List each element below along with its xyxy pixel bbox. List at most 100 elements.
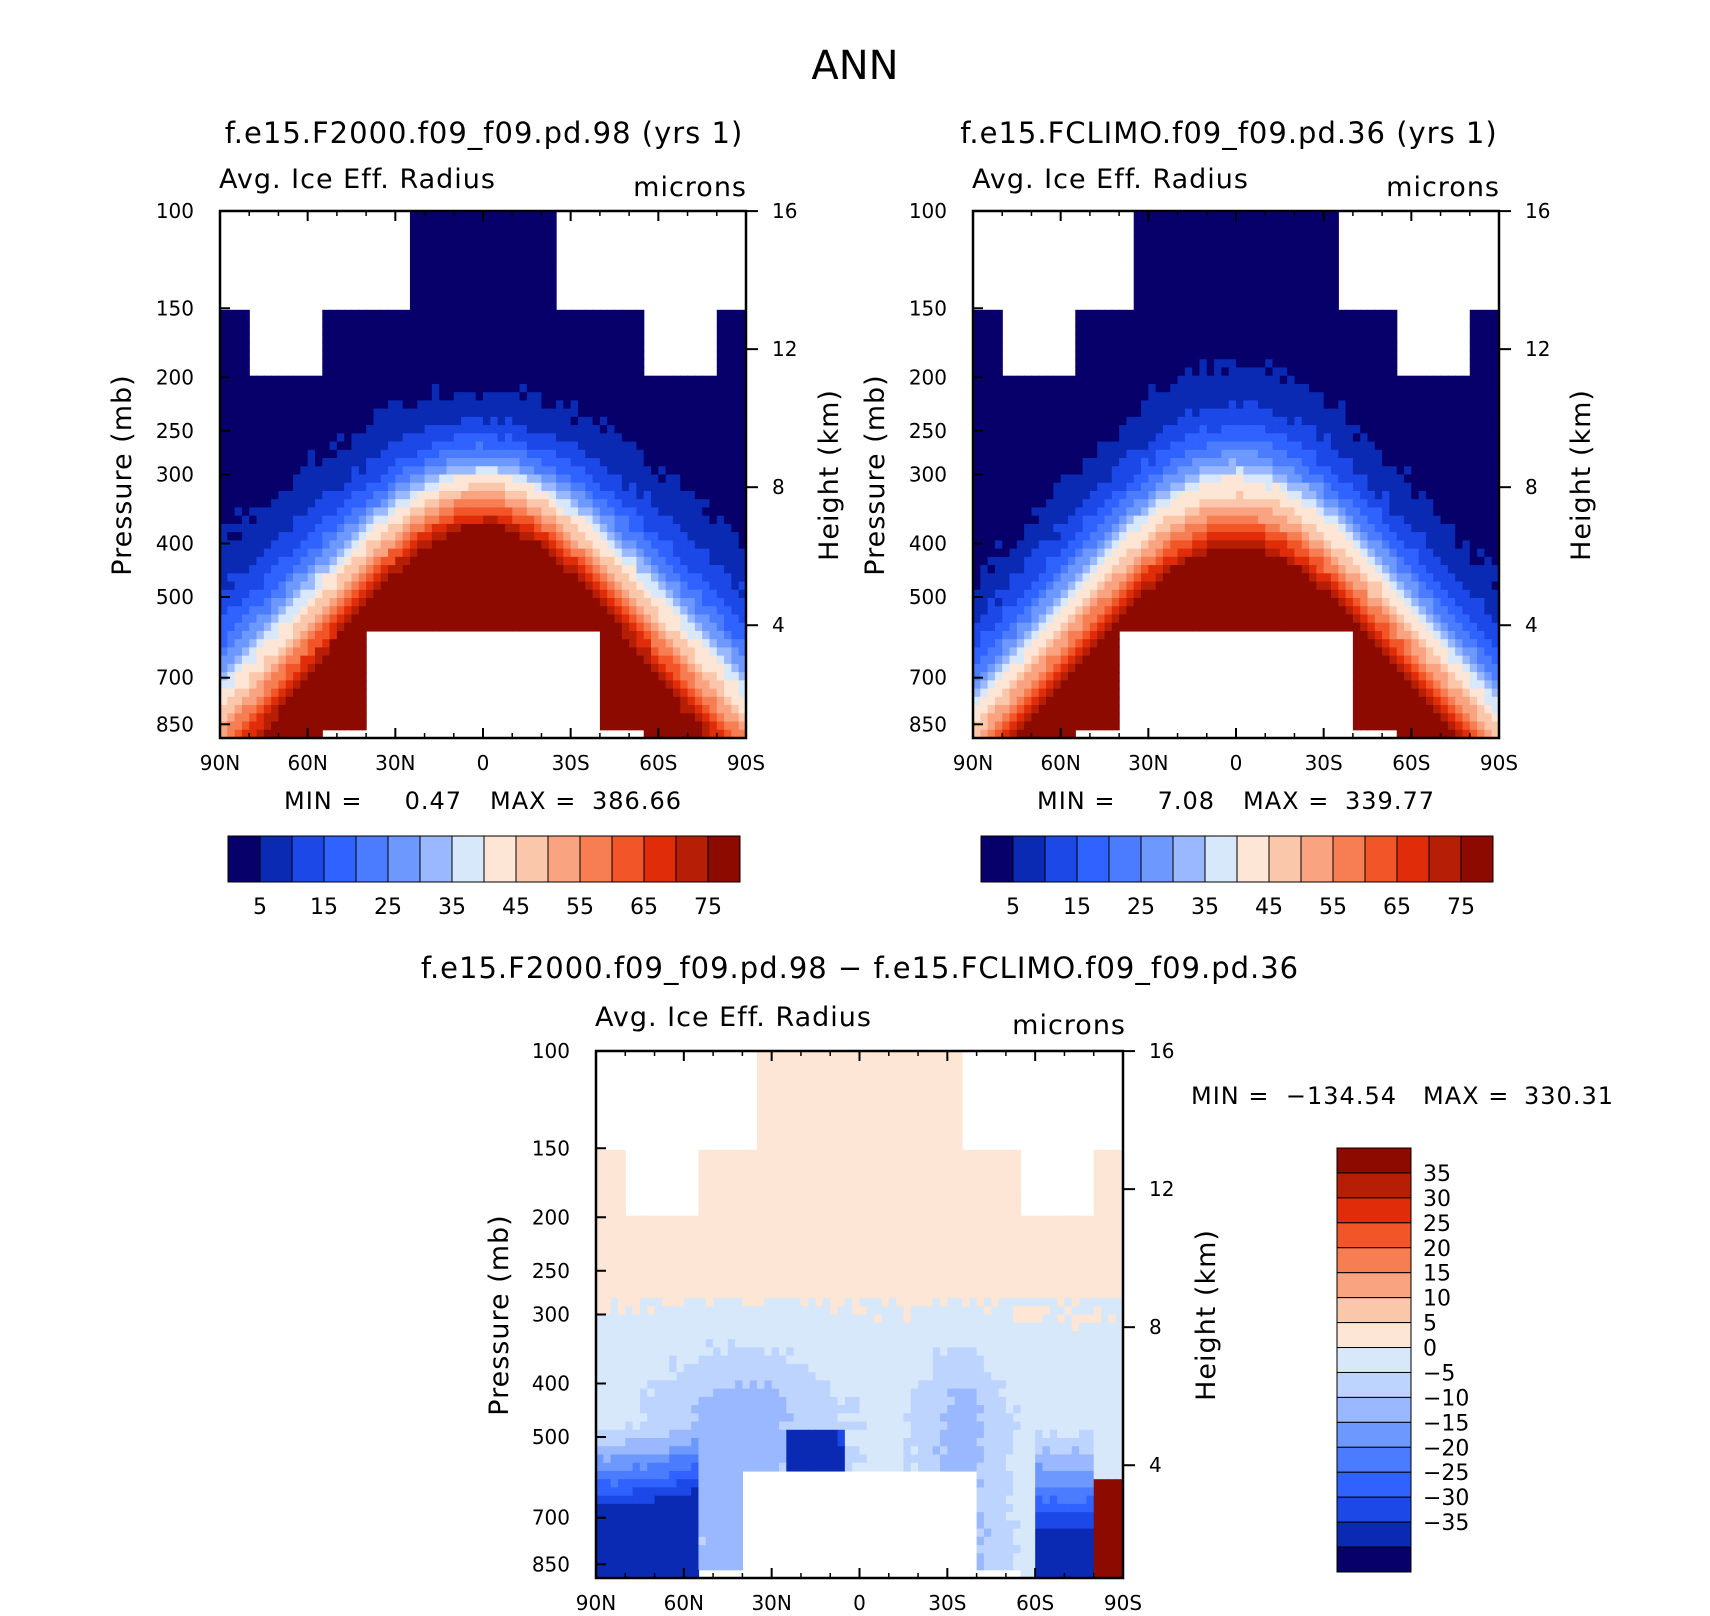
left-cell: [702, 523, 711, 533]
left-cell: [541, 416, 550, 426]
left-cell: [366, 334, 375, 344]
left-cell: [351, 441, 360, 451]
left-cell: [439, 573, 448, 583]
left-cell: [227, 375, 236, 385]
right-cell: [1316, 301, 1325, 311]
left-cell: [351, 556, 360, 566]
right-cell: [1257, 425, 1266, 434]
left-cell: [417, 441, 426, 451]
left-cell: [483, 490, 491, 500]
left-cell: [468, 408, 477, 418]
left-cell: [570, 441, 579, 451]
left-cell: [731, 318, 740, 327]
left-cell: [417, 433, 426, 443]
right-cell: [1279, 359, 1288, 369]
left-cell: [351, 449, 360, 459]
left-cell: [351, 630, 360, 640]
left-cell: [585, 507, 594, 517]
right-cell: [1360, 334, 1369, 344]
right-cell: [1257, 433, 1266, 443]
left-cell: [285, 696, 294, 706]
right-cell: [980, 318, 989, 327]
right-cell: [1389, 334, 1398, 344]
right-cell: [1272, 227, 1281, 237]
left-cell: [439, 400, 448, 410]
left-cell: [271, 581, 280, 591]
left-cell: [409, 573, 418, 583]
left-cell: [263, 425, 272, 434]
left-cell: [570, 507, 579, 517]
left-cell: [249, 433, 258, 443]
left-cell: [249, 729, 258, 739]
right-cell: [1484, 400, 1493, 410]
left-cell: [636, 466, 645, 476]
right-cell: [1491, 309, 1500, 319]
left-cell: [278, 655, 287, 665]
left-cell: [724, 400, 732, 410]
left-cell: [519, 342, 528, 352]
right-cell: [1009, 383, 1018, 393]
left-cell: [227, 705, 236, 714]
right-cell: [1206, 293, 1215, 303]
left-cell: [409, 598, 418, 607]
left-cell: [417, 449, 426, 459]
left-cell: [468, 622, 477, 632]
left-cell: [336, 474, 345, 484]
right-cell: [1104, 449, 1113, 459]
left-cell: [636, 696, 645, 706]
left-cell: [629, 523, 638, 533]
left-cell: [519, 532, 528, 541]
right-cell: [1206, 227, 1215, 237]
left-cell: [402, 490, 411, 500]
right-cell: [1192, 285, 1201, 294]
right-cell: [1309, 449, 1317, 459]
right-cell: [1360, 400, 1369, 410]
left-cell: [738, 573, 747, 583]
left-cell: [227, 556, 236, 566]
right-cell: [1338, 416, 1347, 426]
left-cell: [621, 474, 630, 484]
left-cell: [220, 639, 228, 649]
left-cell: [409, 367, 418, 377]
y-tick-label: 150: [156, 296, 194, 320]
left-cell: [431, 260, 440, 270]
right-cell: [1155, 211, 1164, 220]
left-cell: [585, 318, 594, 327]
left-cell: [424, 383, 433, 393]
left-cell: [497, 466, 506, 476]
left-cell: [490, 490, 499, 500]
left-cell: [483, 227, 491, 237]
left-cell: [585, 556, 594, 566]
left-cell: [621, 598, 630, 607]
left-cell: [307, 622, 316, 632]
left-cell: [468, 252, 477, 261]
left-cell: [263, 589, 272, 599]
left-cell: [724, 548, 732, 558]
left-cell: [585, 565, 594, 574]
left-cell: [388, 589, 396, 599]
right-cell: [994, 359, 1003, 369]
left-cell: [665, 663, 674, 673]
right-cell: [1382, 309, 1391, 319]
right-cell: [1177, 400, 1186, 410]
left-cell: [234, 416, 243, 426]
left-cell: [512, 334, 521, 344]
right-cell: [1433, 392, 1442, 401]
left-cell: [424, 252, 433, 261]
left-cell: [439, 359, 448, 369]
left-cell: [446, 589, 455, 599]
right-cell: [1330, 350, 1339, 360]
left-cell: [388, 622, 396, 632]
left-cell: [512, 375, 521, 385]
left-cell: [614, 622, 623, 632]
left-cell: [607, 647, 616, 657]
left-cell: [504, 211, 513, 220]
left-cell: [629, 482, 638, 492]
right-cell: [1221, 326, 1230, 336]
right-cell: [1133, 350, 1142, 360]
left-cell: [694, 458, 703, 467]
left-cell: [468, 548, 477, 558]
left-cell: [548, 243, 557, 253]
left-cell: [344, 680, 353, 690]
left-cell: [344, 721, 353, 731]
